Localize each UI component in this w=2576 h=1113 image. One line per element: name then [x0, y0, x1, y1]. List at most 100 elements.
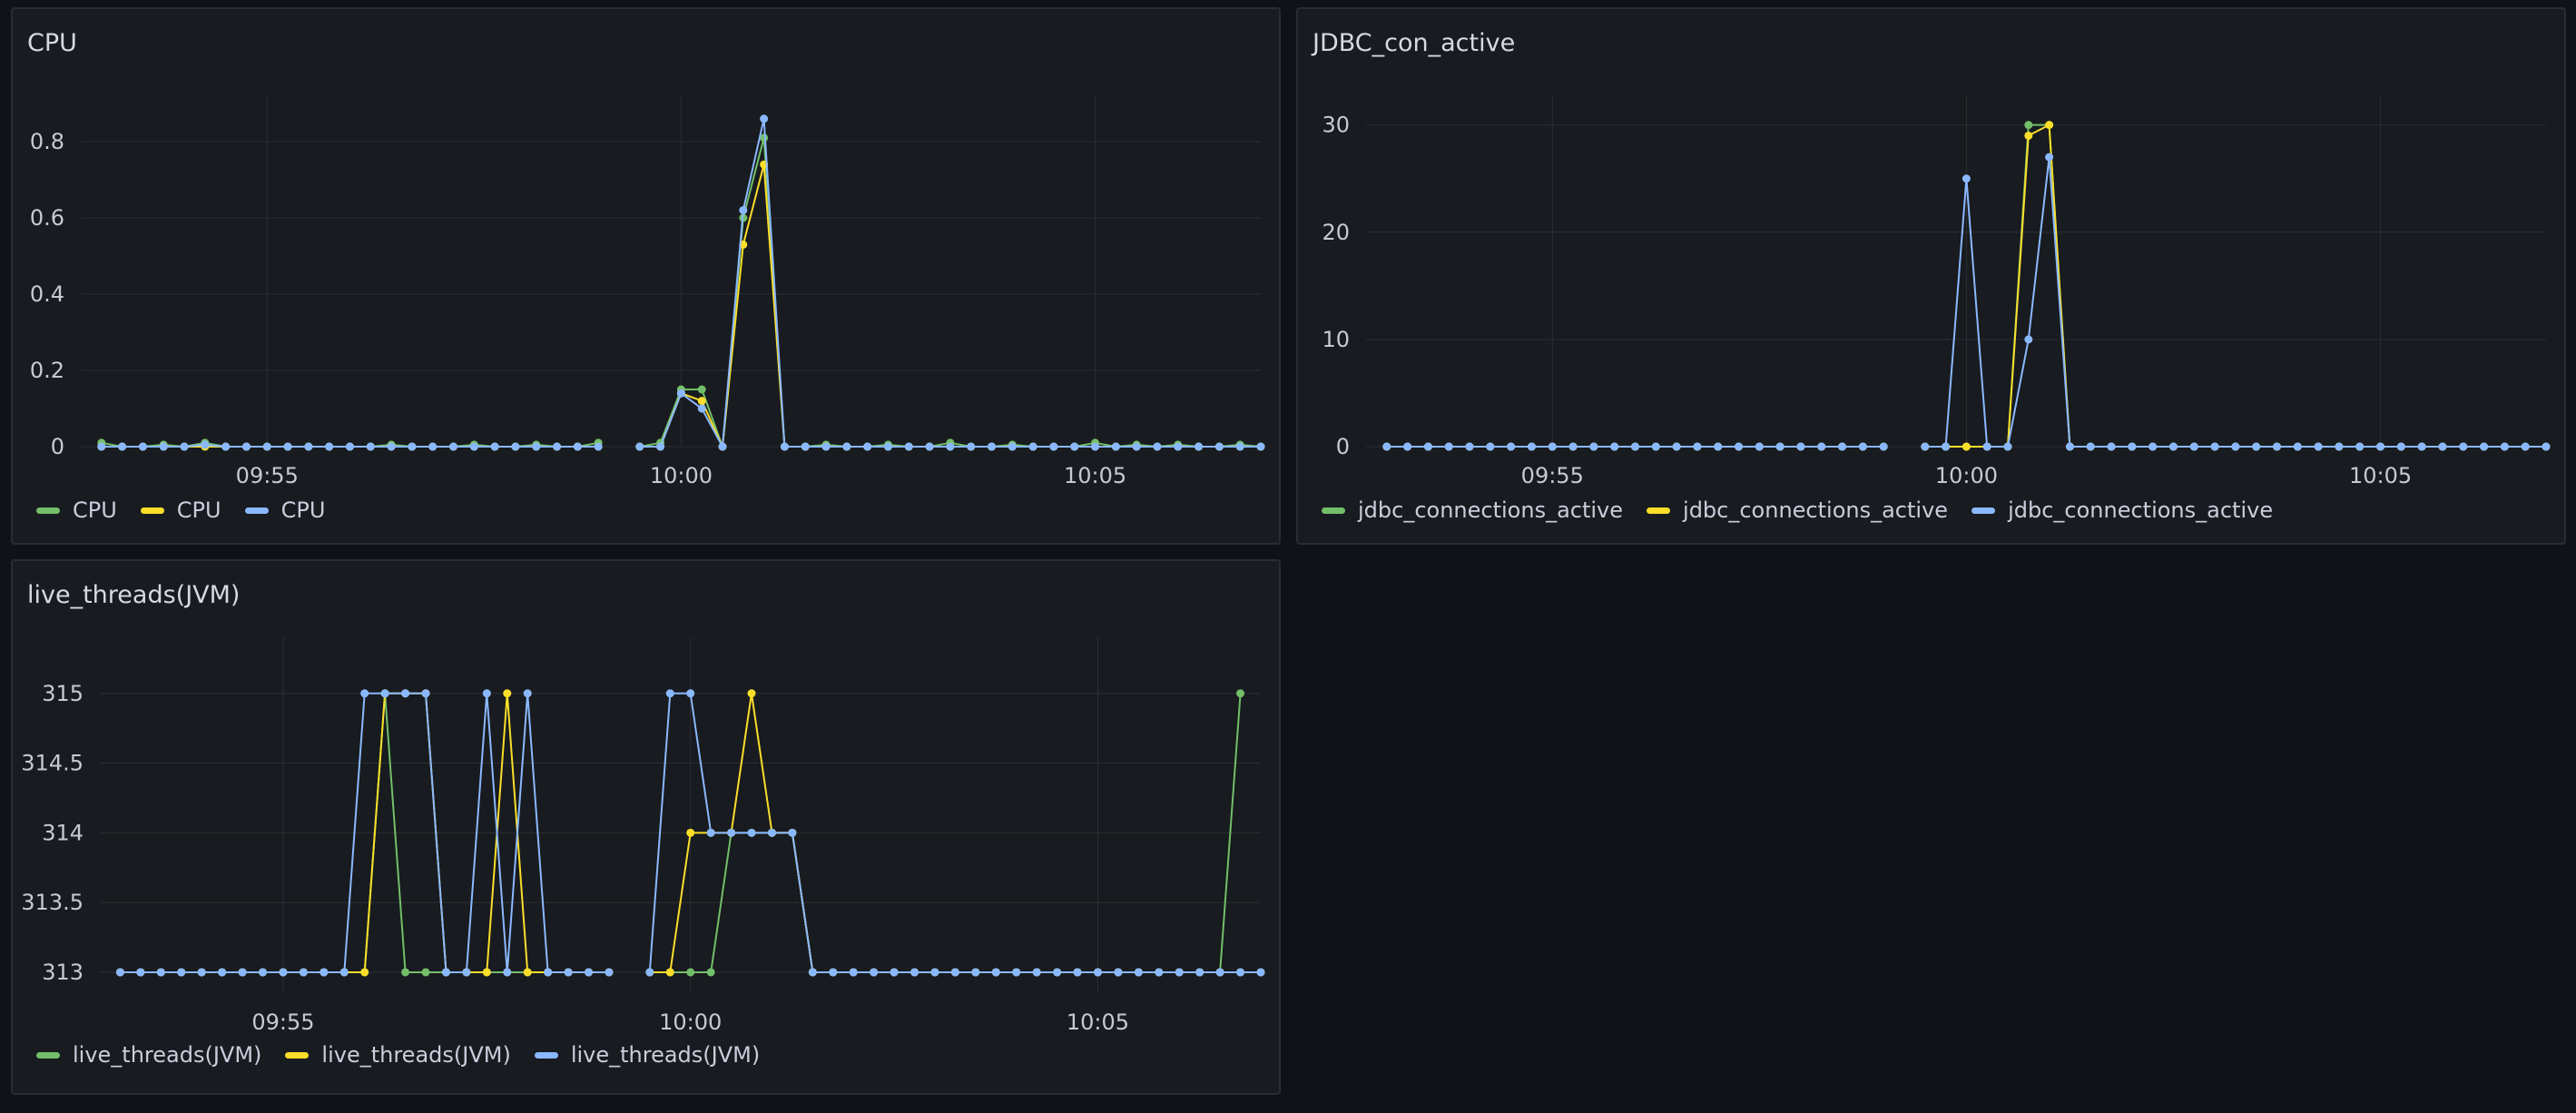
data-point: [727, 828, 736, 837]
y-tick-label: 0.2: [30, 358, 64, 383]
data-point: [1507, 442, 1516, 451]
legend-label: live_threads(JVM): [321, 1042, 511, 1068]
x-tick-label: 09:55: [251, 1010, 314, 1035]
data-point: [2314, 442, 2323, 451]
data-point: [197, 968, 206, 977]
legend-swatch: [1322, 507, 1345, 514]
data-point: [1093, 968, 1102, 977]
data-point: [1032, 968, 1041, 977]
x-tick-label: 10:05: [1067, 1010, 1129, 1035]
data-point: [1008, 442, 1017, 451]
data-point: [870, 968, 879, 977]
data-point: [645, 968, 654, 977]
y-tick-label: 314.5: [21, 751, 84, 776]
data-point: [2231, 442, 2240, 451]
legend-swatch: [36, 507, 60, 514]
data-point: [890, 968, 899, 977]
data-point: [2273, 442, 2282, 451]
data-point: [2500, 442, 2509, 451]
data-point: [401, 968, 410, 977]
data-point: [686, 828, 695, 837]
y-tick-label: 315: [42, 681, 84, 706]
legend-item[interactable]: live_threads(JVM): [534, 1042, 760, 1068]
legend-swatch: [36, 1051, 60, 1059]
data-point: [1114, 968, 1123, 977]
legend-swatch: [1647, 507, 1671, 514]
data-point: [380, 689, 389, 698]
x-tick-label: 10:00: [1935, 463, 1998, 488]
data-point: [1817, 442, 1826, 451]
data-point: [2024, 131, 2033, 140]
data-point: [1174, 442, 1183, 451]
data-point: [262, 442, 271, 451]
data-point: [449, 442, 458, 451]
data-point: [201, 440, 210, 449]
data-point: [1049, 442, 1058, 451]
panel-title: live_threads(JVM): [27, 581, 241, 609]
jdbc-panel: JDBC_con_active 0 10 20 30 09:55 10:00 10:05 j…: [1296, 7, 2566, 545]
data-point: [304, 442, 313, 451]
data-point: [532, 442, 541, 451]
legend-label: CPU: [176, 497, 221, 523]
data-point: [665, 689, 674, 698]
data-point: [2045, 121, 2054, 130]
data-point: [299, 968, 308, 977]
data-point: [801, 442, 810, 451]
legend-item[interactable]: live_threads(JVM): [36, 1042, 261, 1068]
data-point: [2107, 442, 2116, 451]
data-point: [490, 442, 499, 451]
data-point: [2396, 442, 2405, 451]
data-point: [925, 442, 934, 451]
data-point: [2335, 442, 2344, 451]
data-point: [360, 968, 369, 977]
data-point: [2355, 442, 2365, 451]
x-tick-label: 09:55: [236, 463, 299, 488]
legend-swatch: [285, 1051, 310, 1059]
data-point: [2480, 442, 2489, 451]
data-point: [138, 442, 147, 451]
legend-label: jdbc_connections_active: [2008, 497, 2274, 523]
cpu-panel: CPU 0 0.2 0.4 0.6 0.8 09:55 10:00 10:05 CPU CPU…: [11, 7, 1281, 545]
data-point: [421, 689, 430, 698]
data-point: [97, 442, 106, 451]
panel-title: JDBC_con_active: [1313, 29, 1516, 57]
y-tick-label: 0.4: [30, 281, 64, 307]
data-point: [904, 442, 913, 451]
data-point: [635, 442, 644, 451]
data-point: [2542, 442, 2551, 451]
data-point: [665, 968, 674, 977]
live-threads-chart: 313 313.5 314 314.5 315 09:55 10:00 10:05: [21, 637, 1265, 1035]
data-point: [345, 442, 354, 451]
legend-item[interactable]: CPU: [140, 497, 221, 523]
data-point: [849, 968, 858, 977]
legend-item[interactable]: live_threads(JVM): [285, 1042, 511, 1068]
data-point: [573, 442, 582, 451]
legend-item[interactable]: jdbc_connections_active: [1971, 497, 2273, 523]
data-point: [1775, 442, 1785, 451]
data-point: [1568, 442, 1578, 451]
legend-item[interactable]: jdbc_connections_active: [1647, 497, 1948, 523]
data-point: [482, 689, 491, 698]
data-point: [2024, 121, 2033, 130]
legend-item[interactable]: CPU: [244, 497, 325, 523]
data-point: [503, 968, 512, 977]
data-point: [1070, 442, 1079, 451]
y-tick-label: 0: [1336, 434, 1350, 459]
data-point: [1236, 689, 1245, 698]
live-threads-panel: live_threads(JVM) 313 313.5 314 314.5 315 09:…: [11, 559, 1281, 1095]
data-point: [585, 968, 594, 977]
data-point: [1961, 442, 1971, 451]
legend-item[interactable]: jdbc_connections_active: [1322, 497, 1623, 523]
chart-legend: live_threads(JVM) live_threads(JVM) live…: [36, 1042, 760, 1068]
data-point: [462, 968, 471, 977]
data-point: [1423, 442, 1432, 451]
legend-label: live_threads(JVM): [73, 1042, 262, 1068]
data-point: [1548, 442, 1557, 451]
data-point: [1735, 442, 1744, 451]
data-point: [279, 968, 288, 977]
data-point: [2024, 335, 2033, 344]
data-point: [320, 968, 329, 977]
legend-item[interactable]: CPU: [36, 497, 117, 523]
data-point: [1651, 442, 1660, 451]
data-point: [686, 689, 695, 698]
